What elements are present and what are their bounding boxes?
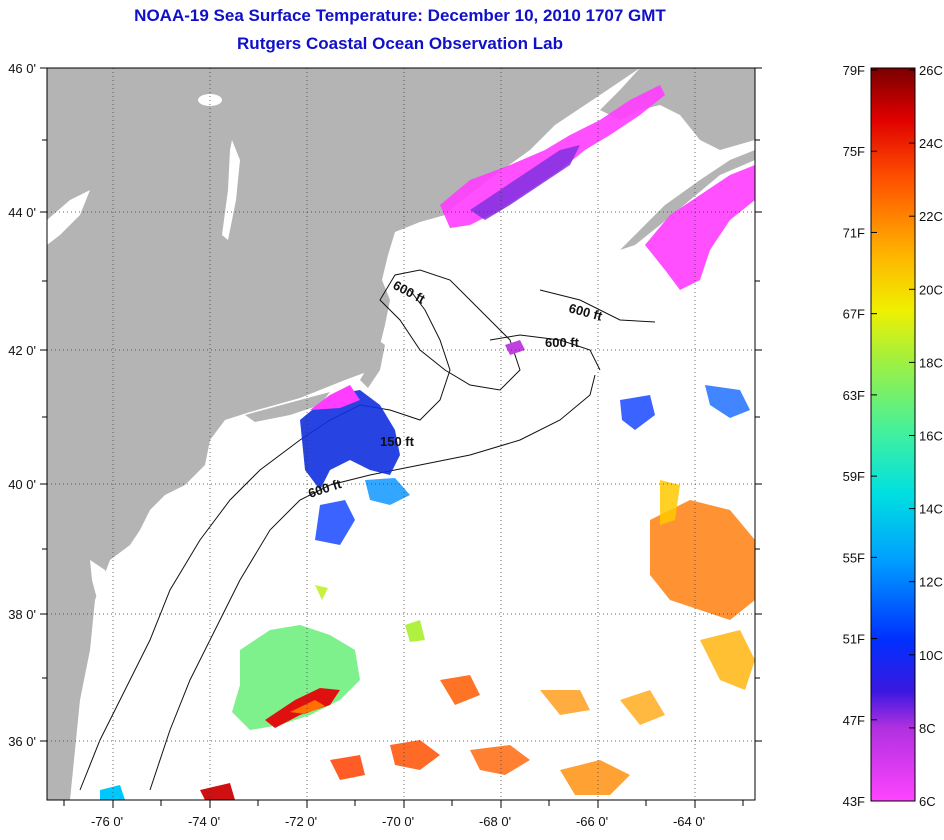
lat-label-36: 36 0': [8, 734, 36, 749]
contour-600ft: [149, 374, 596, 791]
lat-label-38: 38 0': [8, 607, 36, 622]
colorbar-c-label: 12C: [919, 575, 943, 590]
land-new-brunswick: [600, 68, 755, 150]
colorbar-f-label: 51F: [843, 632, 865, 647]
map-border: [46, 67, 756, 801]
land-cape-cod: [360, 340, 385, 388]
colorbar-f-label: 47F: [843, 713, 865, 728]
colorbar-c-label: 10C: [919, 648, 943, 663]
contour-label-150ft: 150 ft: [380, 434, 415, 449]
sst-orange-east: [650, 500, 755, 620]
colorbar-c-label: 8C: [919, 721, 936, 736]
colorbar-c-label: 20C: [919, 282, 943, 297]
colorbar-c-label: 14C: [919, 502, 943, 517]
colorbar-c-label: 18C: [919, 355, 943, 370]
lat-label-40: 40 0': [8, 477, 36, 492]
colorbar-f-label: 79F: [843, 63, 865, 78]
land-long-island: [245, 392, 330, 422]
colorbar-c-label: 24C: [919, 136, 943, 151]
sst-cold-scotian: [645, 165, 755, 290]
lat-label-46: 46 0': [8, 61, 36, 76]
lon-label-70: -70 0': [382, 814, 414, 829]
map-title: NOAA-19 Sea Surface Temperature: Decembe…: [134, 6, 666, 25]
colorbar: [870, 67, 916, 802]
colorbar-f-label: 67F: [843, 307, 865, 322]
colorbar-f-label: 63F: [843, 388, 865, 403]
contour-600ft-georges: [489, 334, 601, 371]
colorbar-f-label: 43F: [843, 794, 865, 809]
contour-600ft-gulf: [379, 269, 521, 391]
lat-label-44: 44 0': [8, 205, 36, 220]
colorbar-f-label: 71F: [843, 225, 865, 240]
lon-label-72: -72 0': [285, 814, 317, 829]
contour-600ft-east: [539, 289, 656, 323]
lon-label-66: -66 0': [576, 814, 608, 829]
sst-blue-shelf: [300, 390, 400, 490]
colorbar-c-label: 22C: [919, 209, 943, 224]
lon-label-74: -74 0': [188, 814, 220, 829]
colorbar-c-label: 16C: [919, 429, 943, 444]
colorbar-f-label: 59F: [843, 469, 865, 484]
map-subtitle: Rutgers Coastal Ocean Observation Lab: [237, 34, 563, 53]
sst-purple-coast: [470, 145, 580, 220]
colorbar-f-label: 75F: [843, 144, 865, 159]
lon-label-64: -64 0': [673, 814, 705, 829]
lat-label-42: 42 0': [8, 343, 36, 358]
land-us-northeast: [47, 68, 640, 800]
lon-label-76: -76 0': [91, 814, 123, 829]
land-nova-scotia: [620, 150, 755, 250]
colorbar-f-label: 55F: [843, 550, 865, 565]
colorbar-c-label: 26C: [919, 63, 943, 78]
colorbar-c-label: 6C: [919, 794, 936, 809]
lon-label-68: -68 0': [479, 814, 511, 829]
contour-label-600ft-georges: 600 ft: [545, 335, 580, 350]
